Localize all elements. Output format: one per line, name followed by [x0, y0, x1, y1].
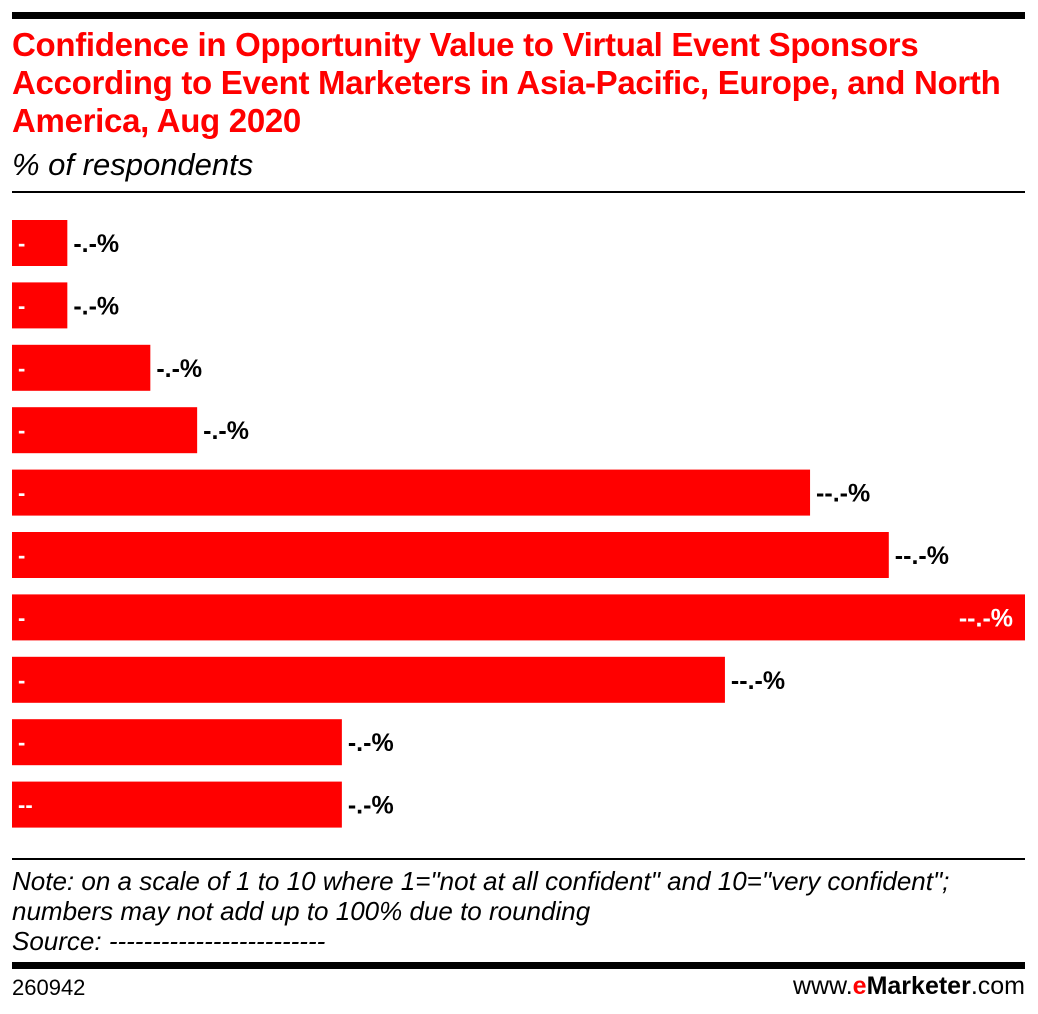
value-label-4: -.-%	[203, 417, 249, 445]
chart-svg: - -.-%- -.-%- -.-%- -.-%- --.-%- --.-%- --.-%- -…	[12, 220, 1025, 828]
category-label-3: -	[18, 356, 25, 381]
category-label-2: -	[18, 293, 25, 318]
chart-subtitle: % of respondents	[12, 147, 254, 182]
title-divider	[12, 191, 1025, 193]
value-label-1: -.-%	[73, 230, 119, 258]
value-label-6: --.-%	[895, 542, 949, 570]
category-label-10: --	[18, 793, 33, 818]
footer-rule	[12, 962, 1025, 969]
brand-e: e	[852, 972, 867, 1000]
category-label-6: -	[18, 543, 25, 568]
note-text: Note: on a scale of 1 to 10 where 1="not…	[12, 866, 950, 926]
bar-4	[12, 407, 198, 454]
value-label-10: -.-%	[348, 792, 394, 820]
note-divider	[12, 858, 1025, 860]
bar-10	[12, 781, 342, 828]
emarketer-logo[interactable]: www.eMarketer.com	[793, 972, 1025, 1001]
category-label-1: -	[18, 231, 25, 256]
value-label-3: -.-%	[156, 355, 202, 383]
bar-8	[12, 656, 725, 703]
brand-suffix: .com	[970, 972, 1025, 1000]
value-label-9: -.-%	[348, 729, 394, 757]
category-label-7: -	[18, 605, 25, 630]
category-label-5: -	[18, 481, 25, 506]
bar-7	[12, 594, 1025, 641]
chart-id: 260942	[12, 975, 86, 1000]
bar-chart: - -.-% - -.-% - -.-% - -.-% - --.-% - --.-% - --.-% - -…	[0, 200, 1038, 850]
brand-marketer: Marketer	[866, 972, 971, 1000]
category-label-4: -	[18, 418, 25, 443]
top-rule	[12, 12, 1025, 19]
bar-6	[12, 532, 889, 578]
bar-1	[12, 220, 68, 266]
value-label-2: -.-%	[73, 292, 119, 320]
value-label-7: --.-%	[959, 604, 1013, 632]
bar-5	[12, 469, 811, 516]
value-label-5: --.-%	[816, 480, 870, 508]
chart-note: Note: on a scale of 1 to 10 where 1="not…	[12, 866, 1022, 956]
brand-prefix: www.	[792, 972, 853, 1000]
bar-2	[12, 282, 68, 329]
value-label-8: --.-%	[731, 667, 785, 695]
source-text: Source: -------------------------	[12, 926, 326, 956]
bar-3	[12, 344, 151, 391]
category-label-9: -	[18, 730, 25, 755]
bar-9	[12, 719, 342, 766]
chart-title: Confidence in Opportunity Value to Virtu…	[12, 26, 1001, 139]
category-label-8: -	[18, 668, 25, 693]
